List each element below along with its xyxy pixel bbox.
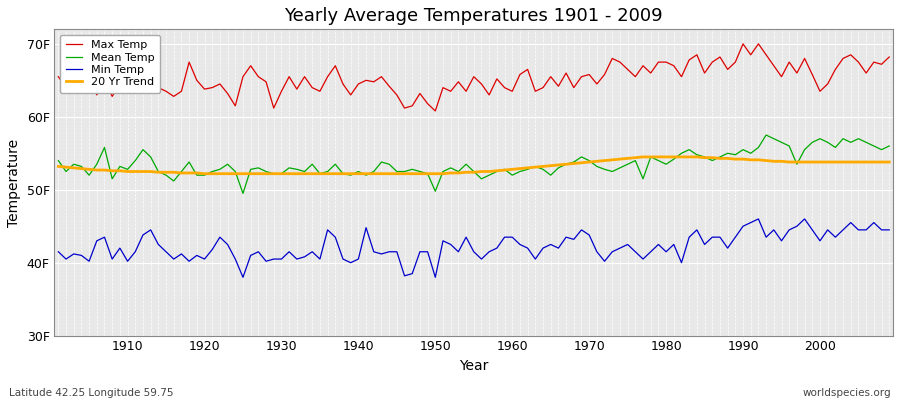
Min Temp bbox=[507, 235, 517, 240]
20 Yr Trend bbox=[884, 160, 895, 164]
Line: Min Temp: Min Temp bbox=[58, 219, 889, 277]
20 Yr Trend bbox=[507, 167, 517, 172]
X-axis label: Year: Year bbox=[459, 359, 489, 373]
Min Temp bbox=[607, 249, 617, 254]
Line: Max Temp: Max Temp bbox=[58, 44, 889, 111]
Line: 20 Yr Trend: 20 Yr Trend bbox=[58, 157, 889, 174]
Max Temp bbox=[53, 74, 64, 79]
Mean Temp bbox=[53, 158, 64, 163]
Line: Mean Temp: Mean Temp bbox=[58, 135, 889, 193]
Mean Temp bbox=[114, 164, 125, 169]
Min Temp bbox=[238, 275, 248, 280]
Legend: Max Temp, Mean Temp, Min Temp, 20 Yr Trend: Max Temp, Mean Temp, Min Temp, 20 Yr Tre… bbox=[60, 35, 160, 93]
Max Temp bbox=[884, 54, 895, 59]
20 Yr Trend bbox=[338, 171, 348, 176]
Max Temp bbox=[607, 56, 617, 61]
Min Temp bbox=[884, 228, 895, 232]
Max Temp bbox=[738, 42, 749, 46]
Max Temp bbox=[284, 74, 294, 79]
Mean Temp bbox=[292, 167, 302, 172]
Max Temp bbox=[330, 63, 341, 68]
20 Yr Trend bbox=[637, 154, 648, 159]
Max Temp bbox=[114, 82, 125, 86]
20 Yr Trend bbox=[607, 158, 617, 162]
Text: Latitude 42.25 Longitude 59.75: Latitude 42.25 Longitude 59.75 bbox=[9, 388, 174, 398]
Min Temp bbox=[338, 257, 348, 262]
Title: Yearly Average Temperatures 1901 - 2009: Yearly Average Temperatures 1901 - 2009 bbox=[284, 7, 663, 25]
Mean Temp bbox=[338, 171, 348, 176]
Mean Temp bbox=[884, 144, 895, 148]
Max Temp bbox=[507, 89, 517, 94]
20 Yr Trend bbox=[53, 164, 64, 169]
Min Temp bbox=[515, 242, 526, 247]
20 Yr Trend bbox=[515, 166, 526, 171]
Min Temp bbox=[292, 257, 302, 262]
Mean Temp bbox=[607, 169, 617, 174]
Y-axis label: Temperature: Temperature bbox=[7, 138, 21, 226]
Text: worldspecies.org: worldspecies.org bbox=[803, 388, 891, 398]
20 Yr Trend bbox=[292, 171, 302, 176]
20 Yr Trend bbox=[199, 171, 210, 176]
Mean Temp bbox=[760, 133, 771, 138]
Mean Temp bbox=[515, 169, 526, 174]
Mean Temp bbox=[238, 191, 248, 196]
20 Yr Trend bbox=[114, 168, 125, 173]
Min Temp bbox=[753, 216, 764, 221]
Max Temp bbox=[430, 108, 441, 113]
Mean Temp bbox=[507, 173, 517, 178]
Min Temp bbox=[114, 246, 125, 250]
Max Temp bbox=[515, 72, 526, 77]
Min Temp bbox=[53, 249, 64, 254]
